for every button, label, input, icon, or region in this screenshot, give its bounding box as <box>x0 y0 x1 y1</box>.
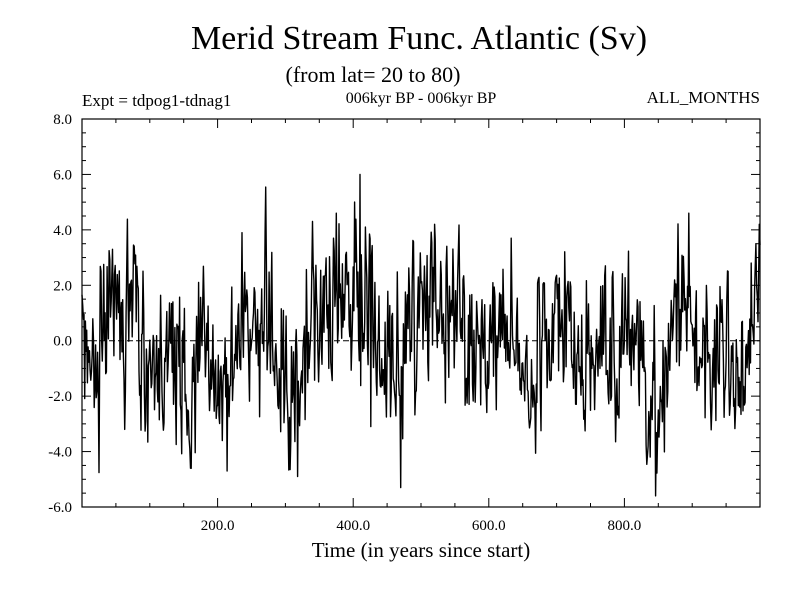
series-line <box>81 173 761 497</box>
chart-title: Merid Stream Func. Atlantic (Sv) <box>191 20 647 57</box>
y-tick-label: 8.0 <box>53 112 72 128</box>
y-tick-label: -6.0 <box>48 500 72 516</box>
months-label: ALL_MONTHS <box>647 88 760 107</box>
x-tick-label: 200.0 <box>201 518 235 534</box>
period-label: 006kyr BP - 006kyr BP <box>346 90 497 107</box>
y-tick-label: -2.0 <box>48 389 72 405</box>
y-tick-label: 6.0 <box>53 167 72 183</box>
y-tick-label: 2.0 <box>53 278 72 294</box>
chart-subtitle: (from lat= 20 to 80) <box>286 62 461 87</box>
x-tick-label: 600.0 <box>472 518 506 534</box>
y-axis: -6.0 -4.0 -2.0 0.0 2.0 4.0 6.0 8.0 <box>48 112 760 516</box>
plot-frame <box>81 118 761 508</box>
x-tick-label: 400.0 <box>336 518 370 534</box>
y-tick-label: 0.0 <box>53 334 72 350</box>
experiment-label: Expt = tdpog1-tdnag1 <box>82 91 231 110</box>
x-axis: 200.0 400.0 600.0 800.0 <box>115 119 727 534</box>
x-axis-label: Time (in years since start) <box>312 538 531 562</box>
y-tick-label: 4.0 <box>53 223 72 239</box>
x-tick-label: 800.0 <box>608 518 642 534</box>
y-tick-label: -4.0 <box>48 445 72 461</box>
